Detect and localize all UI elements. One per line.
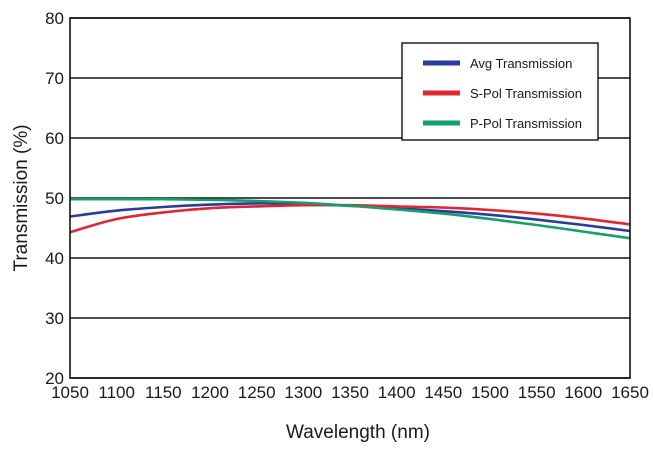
legend: Avg Transmission S-Pol Transmission P-Pol … [402,43,598,140]
x-tick-label: 1400 [378,383,416,402]
legend-entry-label: S-Pol Transmission [470,86,582,101]
x-axis-title: Wavelength (nm) [286,422,430,443]
y-axis-title: Transmission (%) [11,124,32,271]
y-tick-label: 30 [45,309,64,328]
y-tick-label: 40 [45,249,64,268]
y-tick-label: 60 [45,129,64,148]
x-tick-labels: 1050 1100 1150 1200 1250 1300 1350 1400 1450 1500… [51,383,649,402]
legend-entry-label: Avg Transmission [470,56,572,71]
x-tick-label: 1550 [518,383,556,402]
x-tick-label: 1650 [611,383,649,402]
x-tick-label: 1450 [424,383,462,402]
x-tick-label: 1150 [145,383,182,402]
x-tick-label: 1050 [51,383,89,402]
y-tick-label: 70 [45,69,64,88]
series-lines [70,199,630,238]
x-tick-label: 1350 [331,383,369,402]
y-tick-label: 80 [45,9,64,28]
x-tick-label: 1300 [284,383,322,402]
x-tick-label: 1100 [98,383,135,402]
series-line-p-pol-transmission [70,199,630,238]
legend-entry-label: P-Pol Transmission [470,116,582,131]
x-tick-label: 1200 [191,383,229,402]
x-tick-label: 1500 [471,383,509,402]
y-tick-label: 50 [45,189,64,208]
x-tick-label: 1600 [564,383,602,402]
series-line-s-pol-transmission [70,205,630,232]
x-tick-label: 1250 [238,383,276,402]
